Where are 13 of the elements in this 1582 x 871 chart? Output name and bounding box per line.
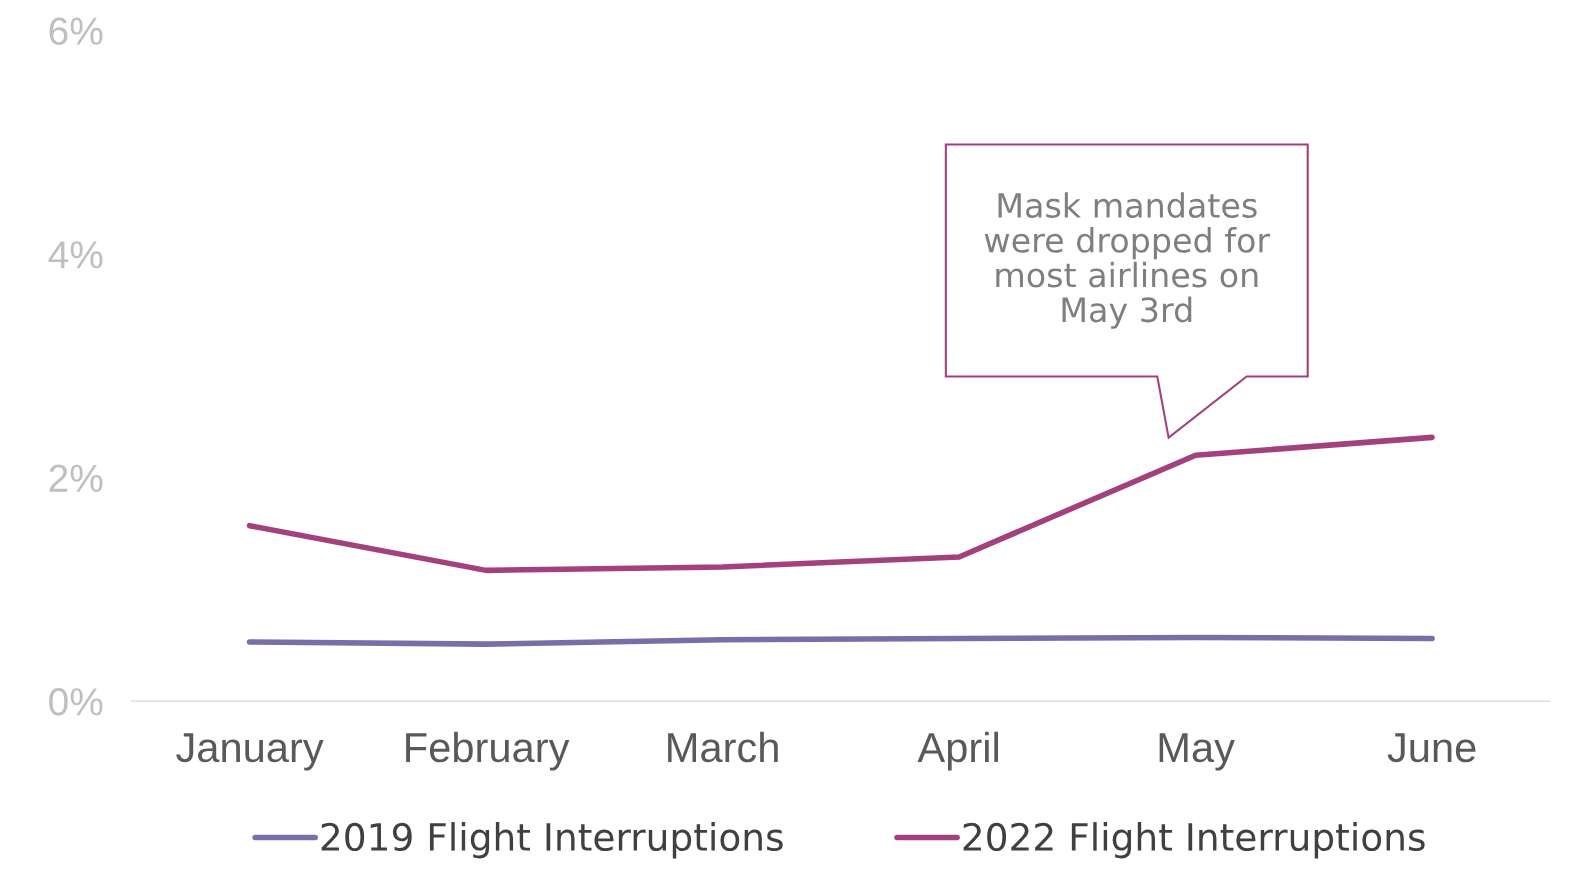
y-tick-label: 6% bbox=[49, 17, 103, 45]
x-tick-label: May bbox=[1159, 733, 1235, 771]
x-tick-label: June bbox=[1387, 733, 1476, 763]
x-tick-label: January bbox=[176, 733, 324, 771]
x-tick-label: February bbox=[406, 731, 570, 771]
x-tick-label: April bbox=[917, 731, 998, 771]
y-tick-label: 0% bbox=[49, 688, 103, 716]
annotation: Mask mandates were dropped for most airlines on May 3rd bbox=[984, 192, 1271, 329]
y-tick-label: 2% bbox=[49, 464, 103, 492]
legend-label: 2022 Flight Interruptions bbox=[963, 822, 1425, 859]
y-tick-label: 4% bbox=[48, 241, 103, 269]
x-tick-label: March bbox=[668, 731, 778, 763]
legend-label: 2019 Flight Interruptions bbox=[321, 822, 783, 859]
